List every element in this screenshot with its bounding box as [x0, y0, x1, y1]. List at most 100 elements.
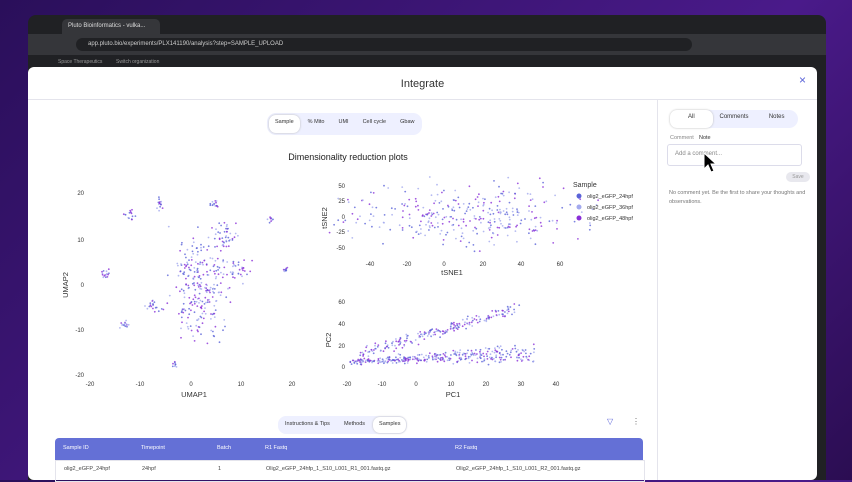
scatter-dot [531, 198, 534, 201]
scatter-dot [407, 360, 409, 362]
scatter-dot [401, 216, 404, 219]
scatter-dot [416, 354, 419, 356]
legend-title: Sample [573, 182, 597, 189]
scatter-dot [422, 356, 425, 359]
scatter-dot [533, 351, 535, 354]
scatter-dot [417, 204, 419, 207]
scatter-dot [374, 347, 377, 350]
scatter-dot [464, 212, 466, 215]
scatter-dot [222, 245, 225, 248]
scatter-dot [398, 224, 401, 227]
scatter-dot [224, 236, 227, 239]
scatter-dot [426, 335, 429, 337]
scatter-dot [543, 201, 546, 204]
tab[interactable]: Pluto Bioinformatics - vulka... [62, 19, 160, 34]
comment-input[interactable]: Add a comment... [667, 144, 802, 166]
scatter-dot [216, 257, 219, 260]
bookmark[interactable]: Space Therapeutics [58, 59, 103, 65]
scatter-dot [461, 232, 464, 235]
scatter-dot [417, 343, 420, 346]
scatter-dot [482, 197, 484, 200]
scatter-dot [106, 276, 109, 278]
tab[interactable]: Instructions & Tips [285, 421, 330, 427]
scatter-dot [458, 354, 461, 357]
scatter-dot [225, 225, 228, 228]
comment-type[interactable]: Comment [670, 135, 694, 141]
note-type[interactable]: Note [699, 135, 711, 141]
scatter-dot [458, 357, 461, 360]
tab[interactable]: Sample [269, 115, 300, 133]
scatter-dot [556, 228, 558, 230]
scatter-dot [457, 203, 460, 205]
scatter-dot [211, 204, 214, 207]
scatter-dot [524, 218, 526, 220]
scatter-dot [404, 203, 406, 205]
scatter-dot [196, 319, 198, 321]
tab[interactable]: All [670, 110, 713, 128]
scatter-dot [204, 312, 207, 315]
save-button[interactable]: Save [786, 172, 810, 182]
scatter-dot [516, 359, 519, 362]
scatter-dot [485, 319, 488, 321]
tab[interactable]: Notes [768, 114, 785, 120]
scatter-dot [182, 311, 185, 314]
scatter-dot [551, 219, 554, 222]
scatter-dot [383, 184, 385, 187]
scatter-dot [406, 358, 409, 360]
close-button[interactable]: × [799, 73, 807, 87]
scatter-dot [216, 265, 219, 268]
scatter-dot [379, 350, 382, 352]
scatter-dot [223, 221, 226, 224]
address-bar[interactable]: app.pluto.bio/experiments/PLX141190/anal… [76, 38, 692, 51]
scatter-dot [206, 301, 209, 304]
scatter-dot [239, 273, 242, 276]
scatter-dot [212, 330, 214, 333]
scatter-dot [399, 343, 402, 345]
scatter-dot [373, 349, 375, 351]
scatter-dot [364, 350, 367, 352]
scatter-dot [219, 294, 222, 297]
scatter-dot [200, 243, 202, 246]
plots-title: Dimensionality reduction plots [288, 152, 408, 162]
tab[interactable]: Cell cycle [362, 119, 387, 125]
tab[interactable]: Gbaw [400, 119, 415, 125]
tab[interactable]: % Mito [307, 119, 325, 125]
scatter-dot [249, 270, 252, 273]
scatter-dot [467, 357, 470, 360]
scatter-dot [401, 186, 404, 189]
scatter-dot [408, 217, 411, 220]
tab[interactable]: Comments [719, 114, 749, 120]
bottom-tabs: Instructions & Tips Methods Samples [278, 416, 408, 434]
tab[interactable]: Samples [373, 417, 407, 433]
scatter-dot [359, 351, 362, 354]
scatter-dot [532, 360, 535, 363]
scatter-dot [193, 282, 195, 284]
bookmark[interactable]: Switch organization [116, 59, 160, 65]
scatter-dot [437, 213, 440, 216]
scatter-dot [437, 226, 439, 228]
menu-icon[interactable]: ⋮ [632, 417, 640, 426]
scatter-dot [439, 233, 442, 235]
scatter-dot [452, 217, 454, 220]
scatter-dot [513, 311, 516, 314]
scatter-dot [395, 362, 398, 364]
cursor [703, 152, 718, 173]
scatter-dot [516, 182, 519, 185]
scatter-dot [479, 357, 482, 360]
scatter-dot [420, 228, 422, 230]
scatter-dot [454, 326, 456, 329]
scatter-dot [353, 361, 356, 364]
scatter-dot [158, 196, 160, 199]
scatter-dot [192, 241, 195, 244]
scatter-dot [134, 215, 137, 218]
scatter-dot [465, 210, 468, 213]
scatter-dot [471, 319, 474, 322]
scatter-dot [441, 191, 443, 194]
scatter-dot [468, 362, 471, 364]
scatter-dot [192, 335, 195, 337]
tab[interactable]: UMI [338, 119, 349, 125]
scatter-dot [399, 353, 402, 356]
filter-icon[interactable]: ▽ [607, 417, 614, 426]
scatter-dot [174, 363, 177, 366]
tab[interactable]: Methods [343, 421, 366, 427]
